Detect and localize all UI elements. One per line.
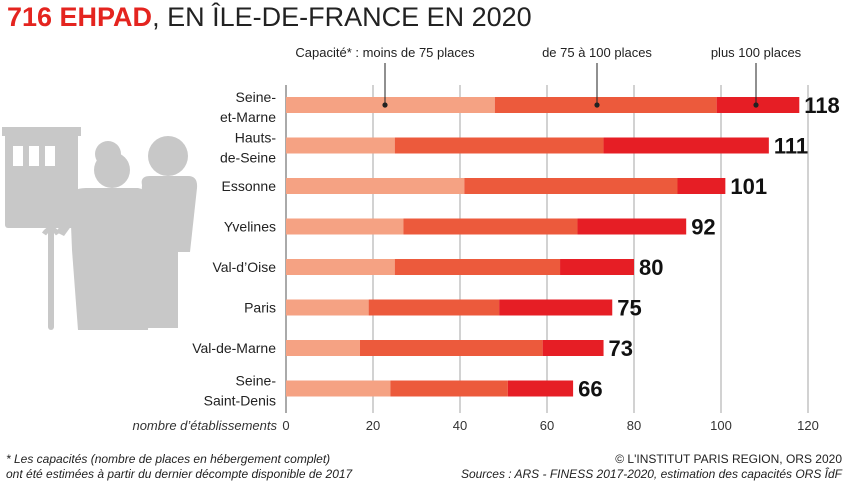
total-label: 73 [609,336,633,361]
chart-title: 716 EHPAD, EN ÎLE-DE-FRANCE EN 2020 [7,2,532,33]
walking-cane [48,230,54,330]
bar-segment-2-row-5 [394,259,561,275]
bar-segment-2-row-4 [403,218,578,235]
bar-segment-3-row-8 [507,380,574,397]
woman-arm [56,205,80,236]
category-label: Seine-et-Marne [220,89,276,125]
building-window-3 [45,146,55,166]
credit-line: © L'INSTITUT PARIS REGION, ORS 2020 [615,452,842,466]
footnote: * Les capacités (nombre de places en héb… [6,452,352,482]
building-window-1 [13,146,23,166]
bar-segment-2-row-6 [368,299,500,316]
category-label-line: Seine- [236,373,277,389]
bar-segment-1-row-7 [286,340,360,356]
legend-pointer-dot-1 [382,102,388,108]
category-label-line: Val-de-Marne [192,340,276,356]
bar-segment-2-row-8 [390,380,508,397]
chart-title-count: 716 EHPAD [7,2,153,32]
man-head [148,136,188,176]
elderly-couple-icon [41,136,198,330]
legend-pointer-dot-3 [753,102,759,108]
footnote-line-2: ont été estimées à partir du dernier déc… [6,467,353,481]
legend-label-3: plus 100 places [711,45,802,60]
category-label-line: Seine- [236,89,277,105]
bar-segment-3-row-7 [542,340,604,356]
category-label: Hauts-de-Seine [220,130,276,166]
x-tick-label: 120 [797,418,819,433]
x-tick-label: 40 [453,418,467,433]
bar-segment-1-row-8 [286,380,391,397]
bar-segment-3-row-2 [603,137,769,154]
category-label: Essonne [222,178,277,194]
total-label: 101 [730,174,767,199]
cane-handle [41,226,61,236]
bar-segment-2-row-2 [394,137,604,154]
x-tick-label: 80 [627,418,641,433]
bar-segment-2-row-1 [494,97,717,113]
man-body [138,176,198,328]
bar-segment-2-row-7 [359,340,543,356]
bar-segment-1-row-3 [286,178,465,194]
category-label-line: Paris [244,300,276,316]
x-tick-label: 0 [282,418,289,433]
bar-segment-3-row-6 [499,299,613,316]
bar-segment-1-row-5 [286,259,395,275]
total-label: 66 [578,377,602,402]
pictogram [2,127,198,330]
category-label: Yvelines [224,219,276,235]
total-label: 92 [691,215,715,240]
category-label: Seine- Saint-Denis [204,373,277,409]
total-label: 80 [639,255,663,280]
bar-segment-1-row-6 [286,299,369,316]
bar-segment-3-row-3 [677,178,726,194]
total-label: 118 [804,93,840,118]
category-label-line: Val-d’Oise [212,259,276,275]
chart-title-rest: , EN ÎLE-DE-FRANCE EN 2020 [152,2,532,32]
bar-segment-1-row-2 [286,137,395,154]
x-tick-label: 100 [710,418,732,433]
x-axis-label: nombre d’établissements [132,418,277,433]
bar-segment-2-row-3 [464,178,678,194]
x-tick-label: 60 [540,418,554,433]
category-label-line: de-Seine [220,150,276,166]
building-roof [2,127,81,136]
category-label: Paris [244,300,276,316]
category-label-line: Hauts- [235,130,277,146]
footnote-line-1: * Les capacités (nombre de places en héb… [6,452,331,466]
building-icon [2,127,81,228]
category-label-line: Saint-Denis [204,393,276,409]
total-label: 75 [617,296,641,321]
category-label-line: Yvelines [224,219,276,235]
legend-pointer-dot-2 [594,102,600,108]
sources-line: Sources : ARS - FINESS 2017-2020, estima… [460,467,842,481]
bar-segment-3-row-5 [560,259,634,275]
x-tick-label: 20 [366,418,380,433]
woman-head [94,152,130,188]
legend-label-2: de 75 à 100 places [542,45,652,60]
category-label-line: et-Marne [220,109,276,125]
building-wall [5,133,78,228]
bar-segment-3-row-4 [577,218,687,235]
legend-label-1: Capacité* : moins de 75 places [295,45,475,60]
holding-arm [140,210,170,240]
bar-segment-1-row-1 [286,97,495,113]
category-label: Val-d’Oise [212,259,276,275]
woman-body [70,188,152,330]
total-label: 111 [774,134,808,159]
category-label-line: Essonne [222,178,277,194]
credits: © L'INSTITUT PARIS REGION, ORS 2020 Sour… [461,452,842,482]
category-label: Val-de-Marne [192,340,276,356]
building-window-2 [29,146,39,166]
bar-segment-1-row-4 [286,218,404,235]
